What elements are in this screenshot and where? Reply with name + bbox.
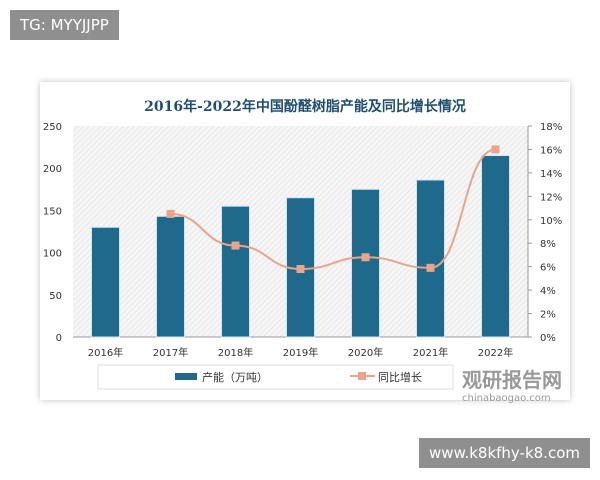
- footer-url: www.k8kfhy-k8.com: [419, 438, 590, 468]
- growth-marker: [296, 265, 305, 274]
- x-tick: 2018年: [218, 346, 253, 359]
- y-right-tick: 14%: [540, 169, 562, 180]
- y-right-tick: 4%: [540, 286, 556, 297]
- bar: [481, 155, 510, 338]
- y-left-tick: 150: [43, 206, 62, 217]
- x-tick: 2016年: [88, 346, 123, 359]
- bar: [351, 188, 380, 338]
- y-right-tick: 18%: [540, 122, 562, 133]
- y-right-tick: 8%: [540, 239, 556, 250]
- y-left-tick: 50: [49, 291, 62, 302]
- growth-marker: [426, 263, 435, 272]
- bar: [416, 179, 445, 338]
- legend-bar-label: 产能（万吨）: [202, 370, 268, 384]
- growth-marker: [166, 209, 175, 218]
- y-left-tick: 200: [43, 164, 62, 175]
- y-left-tick: 0: [56, 333, 62, 344]
- legend-line-marker: [358, 372, 366, 380]
- bar: [221, 205, 250, 338]
- y-right-tick: 0%: [540, 333, 556, 344]
- bar: [156, 215, 185, 338]
- y-left-tick: 100: [43, 249, 62, 260]
- growth-marker: [231, 241, 240, 250]
- legend-bar-swatch: [175, 373, 197, 380]
- growth-line: [170, 148, 496, 271]
- x-tick: 2020年: [348, 346, 383, 359]
- bar: [91, 226, 120, 338]
- growth-marker: [491, 145, 500, 154]
- y-right-tick: 16%: [540, 145, 562, 156]
- y-left-tick: 250: [43, 122, 62, 133]
- y-right-tick: 2%: [540, 310, 556, 321]
- x-tick: 2022年: [478, 346, 513, 359]
- x-tick: 2017年: [153, 346, 188, 359]
- watermark: 观研报告网 chinabaogao.com: [462, 368, 562, 404]
- chart-title: 2016年-2022年中国酚醛树脂产能及同比增长情况: [144, 98, 466, 115]
- x-tick: 2019年: [283, 346, 318, 359]
- y-right-tick: 10%: [540, 216, 562, 227]
- legend-line-label: 同比增长: [378, 370, 422, 384]
- x-tick: 2021年: [413, 346, 448, 359]
- growth-marker: [361, 253, 370, 262]
- y-right-tick: 6%: [540, 263, 556, 274]
- tag-label: TG: MYYJJPP: [10, 10, 119, 40]
- y-right-tick: 12%: [540, 192, 562, 203]
- legend: [97, 364, 454, 390]
